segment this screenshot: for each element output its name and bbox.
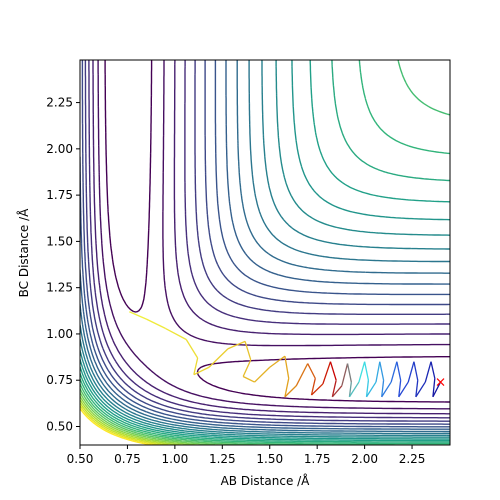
trajectory-segment [331, 385, 343, 398]
trajectory-segment [413, 361, 419, 381]
trajectory-segment [244, 341, 252, 361]
trajectory-segment [407, 361, 415, 383]
trajectory-segment [432, 378, 436, 397]
trajectory-segment [424, 361, 432, 383]
x-tick-label: 2.00 [351, 452, 378, 466]
contour-line [97, 60, 450, 410]
trajectory-segment [322, 361, 332, 385]
contour-line [80, 60, 450, 440]
trajectory-segment [311, 383, 324, 396]
trajectory-segment [284, 378, 290, 398]
y-tick-label: 0.50 [46, 419, 73, 433]
trajectory-segment [310, 378, 316, 396]
contour-line [80, 60, 450, 437]
y-tick-label: 0.75 [46, 373, 73, 387]
start-marker-layer [436, 378, 445, 386]
contour-line [80, 405, 166, 445]
trajectory-segment [269, 355, 286, 368]
trajectory-segment [375, 361, 381, 383]
trajectory-segment [165, 327, 187, 341]
trajectory-segment [193, 357, 199, 375]
x-tick-label: 0.50 [67, 452, 94, 466]
y-tick-label: 1.00 [46, 327, 73, 341]
trajectory-segment [381, 381, 392, 398]
trajectory-segment [348, 381, 352, 397]
contour-line [80, 408, 157, 445]
trajectory-segment [284, 356, 290, 379]
contour-line [88, 60, 450, 419]
trajectory-layer [129, 311, 442, 398]
trajectory-segment [381, 380, 385, 397]
trajectory-segment [390, 361, 398, 383]
contour-line [80, 392, 241, 445]
x-tick-label: 1.50 [256, 452, 283, 466]
x-tick-label: 1.00 [162, 452, 189, 466]
y-tick-label: 1.50 [46, 234, 73, 248]
plot-frame [79, 59, 451, 446]
trajectory-segment [348, 381, 360, 398]
trajectory-segment [146, 318, 166, 329]
trajectory-segment [396, 361, 402, 381]
trajectory-segment [430, 361, 436, 379]
trajectory-segment [365, 380, 370, 397]
trajectory-segment [242, 359, 252, 377]
contour-layer [80, 60, 450, 445]
trajectory-segment [295, 363, 309, 387]
y-tick-label: 2.00 [46, 142, 73, 156]
contour-line [81, 60, 450, 425]
trajectory-segment [415, 380, 419, 397]
x-tick-label: 1.25 [209, 452, 236, 466]
trajectory-segment [329, 361, 337, 381]
x-tick-label: 0.75 [114, 452, 141, 466]
trajectory-segment [185, 339, 199, 359]
trajectory-segment [208, 348, 229, 368]
contour-line [80, 402, 177, 445]
trajectory-segment [307, 363, 316, 379]
contour-line [80, 60, 450, 442]
x-axis-ticks: 0.50 0.75 1.00 1.25 1.50 1.75 2.00 2.25 [67, 445, 426, 466]
contour-line [92, 60, 450, 415]
contour-line [80, 60, 450, 433]
trajectory-segment [346, 363, 352, 383]
trajectory-segment [227, 340, 246, 350]
contour-line [84, 60, 450, 422]
contour-line [80, 60, 450, 430]
trajectory-segment [284, 385, 297, 398]
trajectory-segment [432, 381, 442, 398]
trajectory-segment [341, 363, 349, 386]
trajectory-segment [379, 361, 385, 381]
trajectory-segment [193, 366, 210, 376]
contour-line [80, 388, 320, 445]
trajectory-segment [331, 380, 337, 398]
contour-line [80, 60, 450, 438]
contour-line [80, 60, 450, 445]
contour-line [80, 60, 450, 435]
y-tick-label: 1.25 [46, 281, 73, 295]
contour-line [80, 60, 450, 428]
trajectory-segment [242, 375, 255, 383]
trajectory-segment [398, 380, 402, 397]
y-tick-label: 2.25 [46, 96, 73, 110]
trajectory-segment [415, 381, 426, 398]
contour-line [80, 395, 210, 445]
y-tick-label: 1.75 [46, 188, 73, 202]
trajectory-segment [254, 366, 271, 383]
contour-line [80, 399, 191, 445]
trajectory-segment [129, 311, 147, 320]
contour-line [80, 60, 450, 445]
y-axis-ticks: 0.50 0.75 1.00 1.25 1.50 1.75 2.00 2.25 [46, 96, 80, 433]
trajectory-segment [358, 361, 366, 383]
x-tick-label: 2.25 [399, 452, 426, 466]
y-axis-label: BC Distance /Å [16, 208, 31, 298]
trajectory-segment [363, 361, 370, 381]
trajectory-segment [365, 381, 377, 398]
start-marker [436, 378, 445, 386]
contour-line [104, 60, 450, 403]
x-tick-label: 1.75 [304, 452, 331, 466]
x-axis-label: AB Distance /Å [221, 473, 311, 488]
contour-line [80, 60, 450, 443]
trajectory-segment [398, 381, 409, 398]
